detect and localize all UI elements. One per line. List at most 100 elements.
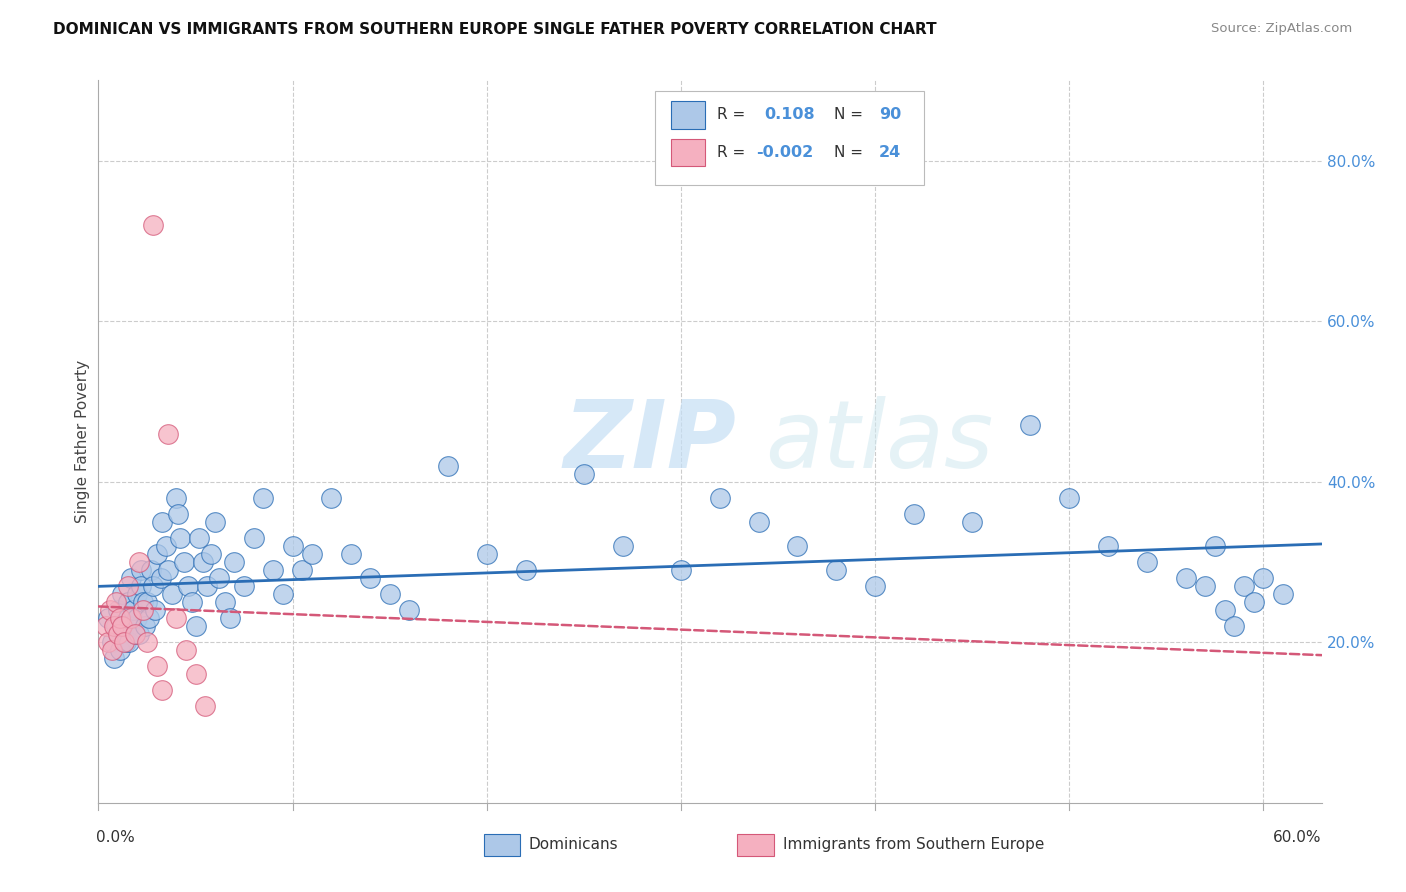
Point: [262, 563, 284, 577]
Point: [108, 643, 131, 657]
Point: [103, 619, 125, 633]
Point: [157, 563, 180, 577]
Point: [120, 611, 142, 625]
Point: [1271, 587, 1294, 601]
Point: [174, 643, 197, 657]
Text: Source: ZipAtlas.com: Source: ZipAtlas.com: [1212, 22, 1353, 36]
Point: [145, 659, 167, 673]
Point: [152, 515, 174, 529]
Point: [101, 643, 124, 657]
Text: N =: N =: [834, 145, 868, 160]
Point: [214, 595, 236, 609]
Point: [122, 603, 145, 617]
Point: [155, 539, 177, 553]
Point: [132, 595, 155, 609]
FancyBboxPatch shape: [655, 91, 924, 185]
Point: [139, 563, 162, 577]
Point: [160, 587, 183, 601]
Text: N =: N =: [834, 107, 868, 122]
Point: [378, 587, 401, 601]
Point: [128, 627, 150, 641]
Point: [114, 635, 136, 649]
Point: [1057, 491, 1080, 505]
Text: Immigrants from Southern Europe: Immigrants from Southern Europe: [783, 838, 1045, 852]
Point: [103, 651, 125, 665]
Point: [173, 555, 195, 569]
Point: [142, 579, 165, 593]
Point: [515, 563, 537, 577]
Point: [111, 587, 134, 601]
Point: [863, 579, 886, 593]
Text: 0.0%: 0.0%: [96, 830, 135, 846]
Point: [1213, 603, 1236, 617]
Point: [1019, 418, 1042, 433]
Point: [117, 611, 139, 625]
Bar: [484, 834, 520, 855]
Point: [97, 635, 120, 649]
Point: [960, 515, 983, 529]
Point: [152, 683, 174, 698]
Point: [145, 547, 167, 561]
Point: [101, 635, 124, 649]
Point: [1097, 539, 1119, 553]
Point: [903, 507, 925, 521]
Point: [169, 531, 191, 545]
Point: [97, 611, 120, 625]
Point: [117, 595, 139, 609]
Text: R =: R =: [717, 107, 751, 122]
Point: [112, 619, 135, 633]
Text: -0.002: -0.002: [756, 145, 814, 160]
Text: 24: 24: [879, 145, 901, 160]
Point: [138, 611, 160, 625]
Point: [184, 619, 207, 633]
Point: [271, 587, 294, 601]
Point: [117, 579, 139, 593]
Bar: [671, 101, 706, 128]
Point: [612, 539, 634, 553]
Point: [129, 563, 152, 577]
Point: [107, 627, 129, 641]
Point: [291, 563, 314, 577]
Point: [167, 507, 190, 521]
Point: [107, 627, 129, 641]
Point: [1233, 579, 1256, 593]
Point: [98, 603, 121, 617]
Point: [180, 595, 202, 609]
Bar: [671, 139, 706, 166]
Point: [242, 531, 264, 545]
Point: [136, 595, 159, 609]
Point: [709, 491, 731, 505]
Point: [1174, 571, 1197, 585]
Point: [128, 555, 150, 569]
Point: [233, 579, 256, 593]
Text: R =: R =: [717, 145, 751, 160]
Text: ZIP: ZIP: [564, 395, 737, 488]
Text: atlas: atlas: [765, 396, 993, 487]
Point: [184, 667, 207, 681]
Point: [219, 611, 242, 625]
Point: [252, 491, 274, 505]
Text: Dominicans: Dominicans: [529, 838, 619, 852]
Point: [177, 579, 200, 593]
Point: [127, 611, 149, 625]
Point: [157, 426, 180, 441]
Point: [129, 579, 152, 593]
Point: [825, 563, 848, 577]
Point: [118, 619, 141, 633]
Point: [104, 619, 127, 633]
Point: [134, 619, 156, 633]
Point: [301, 547, 323, 561]
Point: [340, 547, 363, 561]
Point: [1243, 595, 1265, 609]
Point: [1223, 619, 1246, 633]
Point: [193, 555, 215, 569]
Point: [786, 539, 808, 553]
Point: [112, 635, 135, 649]
Point: [475, 547, 498, 561]
Point: [120, 571, 142, 585]
Text: 60.0%: 60.0%: [1274, 830, 1322, 846]
Point: [149, 571, 172, 585]
Point: [224, 555, 246, 569]
Point: [437, 458, 460, 473]
Point: [204, 515, 226, 529]
